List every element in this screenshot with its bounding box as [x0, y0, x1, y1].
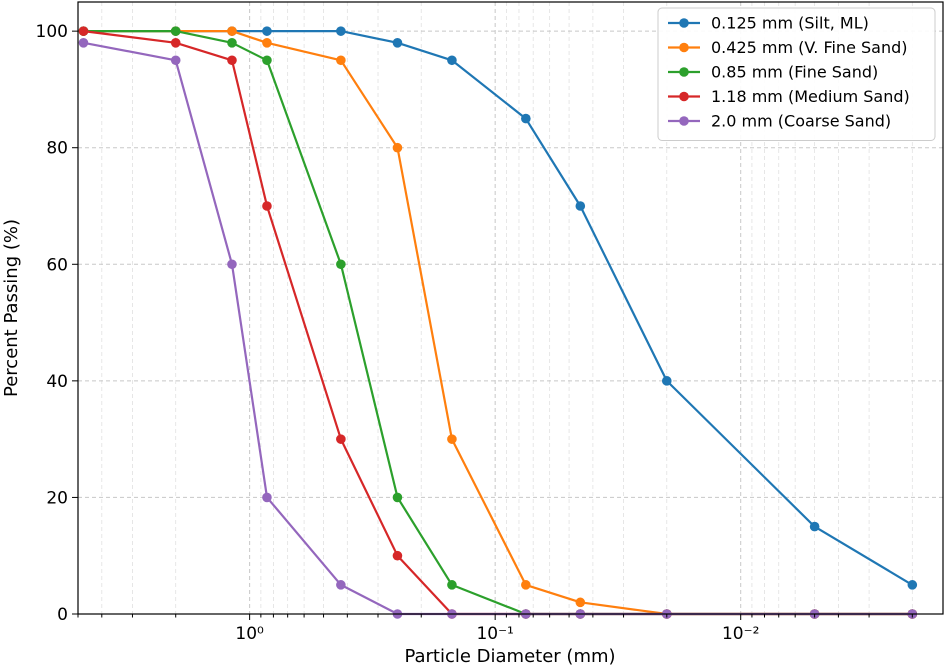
legend-marker [679, 67, 689, 77]
legend-label: 2.0 mm (Coarse Sand) [711, 112, 891, 131]
data-point [521, 580, 531, 590]
data-point [447, 55, 457, 66]
y-tick-label: 20 [46, 488, 68, 508]
legend-entry: 0.425 mm (V. Fine Sand) [668, 38, 908, 57]
data-point [392, 38, 403, 48]
legend-marker [679, 18, 689, 28]
data-point [227, 259, 237, 270]
y-tick-label: 60 [46, 255, 68, 275]
x-tick-label: 10⁰ [235, 624, 264, 644]
x-tick-label: 10⁻² [722, 624, 759, 644]
data-point [262, 26, 272, 36]
y-tick-label: 40 [46, 372, 68, 392]
legend-label: 0.425 mm (V. Fine Sand) [711, 38, 908, 57]
data-point [78, 38, 89, 48]
x-axis-label: Particle Diameter (mm) [404, 646, 615, 666]
legend-marker [679, 116, 689, 126]
data-point [336, 55, 346, 66]
data-point [575, 201, 586, 211]
data-point [336, 26, 346, 36]
legend-label: 1.18 mm (Medium Sand) [711, 87, 910, 106]
data-point [809, 521, 820, 532]
data-point [521, 113, 531, 124]
y-tick-label: 100 [36, 22, 68, 42]
data-point [336, 259, 346, 270]
data-point [447, 434, 457, 444]
legend-label: 0.125 mm (Silt, ML) [711, 14, 869, 33]
y-axis-label: Percent Passing (%) [1, 219, 22, 397]
plot-frame [77, 1, 944, 615]
data-point [262, 55, 272, 66]
data-point [392, 550, 403, 561]
data-point [336, 434, 346, 444]
data-point [227, 38, 237, 48]
data-point [262, 492, 272, 503]
data-point [392, 142, 403, 153]
data-point [227, 55, 237, 66]
legend-marker [679, 91, 689, 102]
data-point [392, 492, 403, 503]
y-tick-label: 80 [46, 139, 68, 159]
legend-label: 0.85 mm (Fine Sand) [711, 63, 878, 82]
legend-entry: 1.18 mm (Medium Sand) [668, 87, 910, 106]
data-point [447, 580, 457, 590]
legend-entry: 0.125 mm (Silt, ML) [668, 14, 869, 33]
data-point [170, 55, 181, 66]
x-tick-label: 10⁻¹ [476, 624, 513, 644]
data-point [262, 38, 272, 48]
data-point [907, 580, 918, 590]
data-point [575, 597, 586, 608]
data-point [227, 26, 237, 36]
legend: 0.125 mm (Silt, ML) 0.425 mm (V. Fine San… [657, 7, 936, 141]
legend-entry: 2.0 mm (Coarse Sand) [668, 112, 891, 131]
y-tick-label: 0 [57, 605, 68, 625]
data-point [661, 376, 672, 386]
data-point [78, 26, 89, 36]
data-point [170, 26, 181, 36]
axes: 0 20 40 60 80 100 10⁰ 10⁻¹ 10⁻² [36, 22, 913, 644]
data-point [262, 201, 272, 211]
legend-entry: 0.85 mm (Fine Sand) [668, 63, 878, 82]
legend-marker [679, 42, 689, 53]
data-point [170, 38, 181, 48]
legend-box [657, 7, 936, 141]
data-point [336, 580, 346, 590]
